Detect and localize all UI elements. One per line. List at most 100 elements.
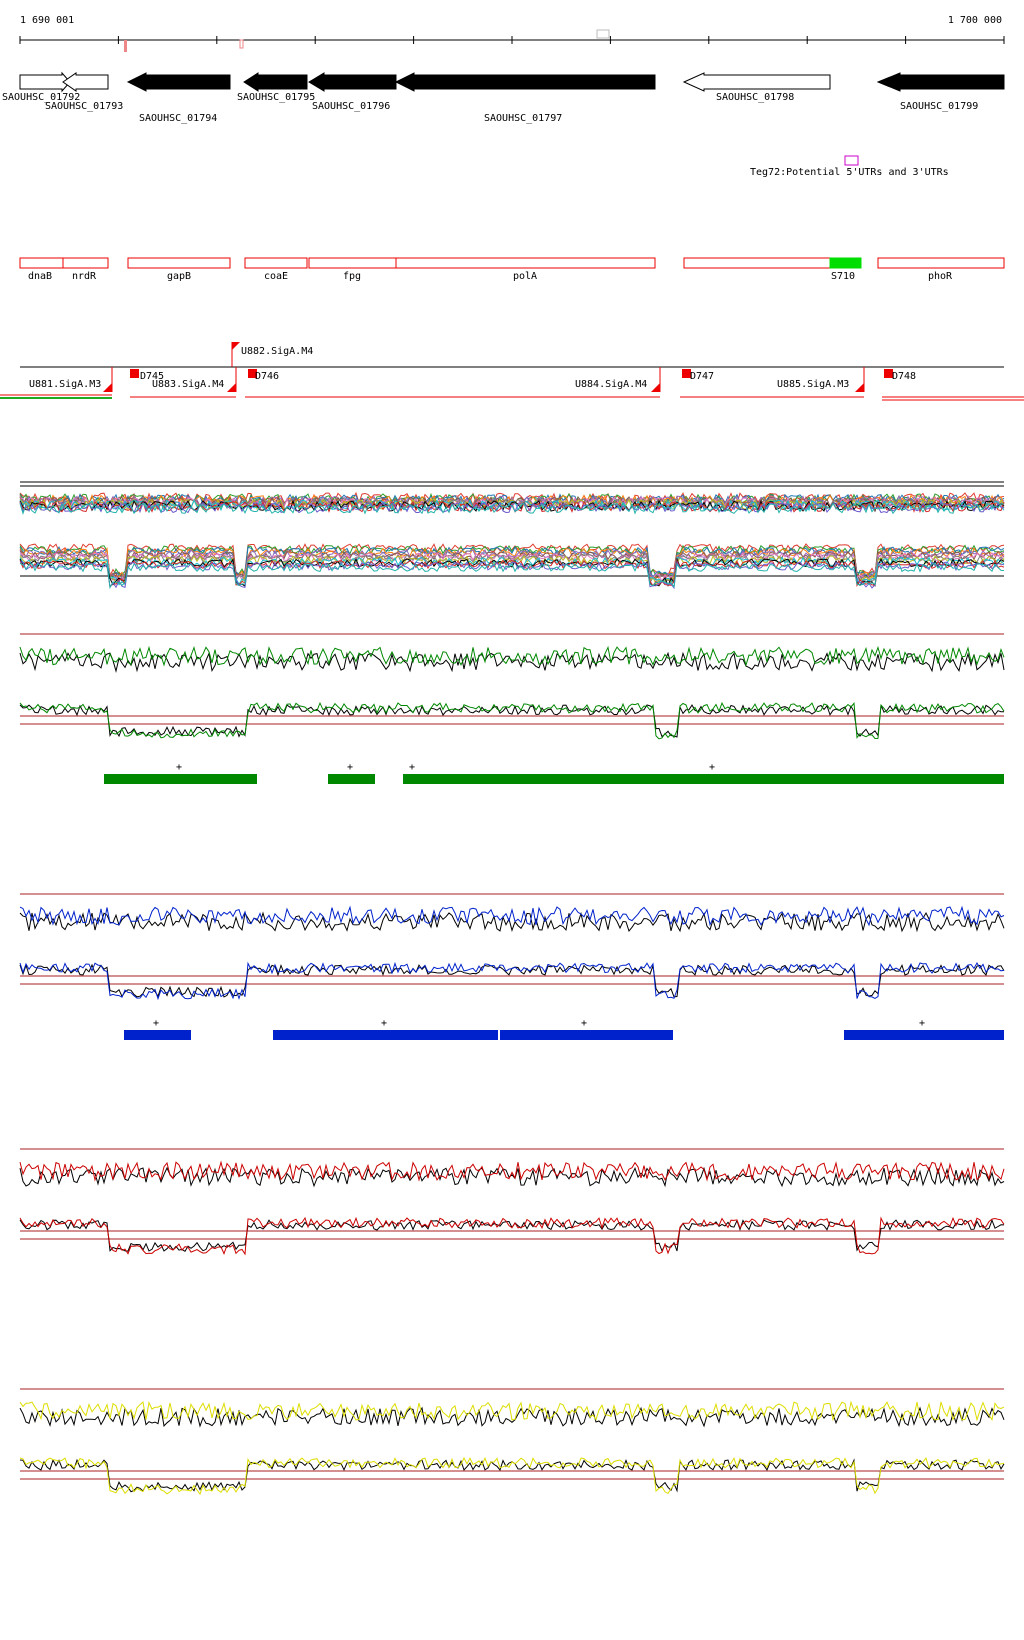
- segment-strand-label: +: [153, 1018, 159, 1029]
- sample-profile: [19, 549, 1005, 580]
- gene-arrow[interactable]: [19, 71, 71, 93]
- gene-box[interactable]: [19, 257, 64, 269]
- expressed-segment[interactable]: [104, 774, 257, 784]
- gene-label: SAOUHSC_01795: [237, 92, 315, 103]
- sample-profile: [19, 501, 1005, 514]
- condition-profiles: [19, 633, 1005, 740]
- sample-profile: [19, 544, 1005, 579]
- gene-label: SAOUHSC_01793: [45, 101, 123, 112]
- control-profile: [19, 1458, 1005, 1493]
- gene-box[interactable]: [62, 257, 109, 269]
- expressed-segment[interactable]: [403, 774, 1004, 784]
- ruler-end-label: 1 700 000: [948, 15, 1002, 26]
- promoter-arrow: [651, 383, 660, 392]
- gene-name-label: phoR: [928, 271, 953, 282]
- ruler-marker: [596, 29, 610, 39]
- ruler-start-label: 1 690 001: [20, 15, 74, 26]
- expressed-segment[interactable]: [328, 774, 375, 784]
- promoter-label: D745: [140, 371, 164, 382]
- condition-profile: [19, 1216, 1005, 1256]
- sample-profile: [19, 550, 1005, 582]
- expressed-segment[interactable]: [124, 1030, 191, 1040]
- condition-profile: [19, 701, 1005, 740]
- srna-box[interactable]: [829, 257, 862, 269]
- condition-track-blue: + + + +: [19, 893, 1005, 1040]
- terminator-marker: [248, 369, 257, 378]
- sample-profile: [19, 552, 1005, 583]
- control-profile: [19, 1166, 1005, 1188]
- gene-arrow[interactable]: [62, 72, 109, 92]
- promoter-arrow: [103, 383, 112, 392]
- gene-arrow[interactable]: [394, 72, 656, 92]
- expressed-segment[interactable]: [500, 1030, 673, 1040]
- promoter-label: U884.SigA.M4: [575, 379, 647, 390]
- gene-label: SAOUHSC_01799: [900, 101, 978, 112]
- gene-arrow[interactable]: [308, 72, 397, 92]
- condition-profile: [19, 1400, 1005, 1422]
- control-profile: [19, 704, 1005, 738]
- gene-name-label: nrdR: [72, 271, 97, 282]
- condition-profile: [19, 1160, 1005, 1182]
- condition-track-yellow: [19, 1388, 1005, 1496]
- gene-name-label: dnaB: [28, 271, 52, 282]
- condition-profiles: [19, 1388, 1005, 1496]
- promoter-flags: [103, 342, 893, 392]
- gene-name-track: dnaB nrdR gapB coaE fpg polA S710 phoR: [19, 257, 1005, 282]
- segment-strand-label: +: [581, 1018, 587, 1029]
- gene-name-label: coaE: [264, 271, 288, 282]
- sample-profile: [19, 497, 1005, 512]
- gene-label: SAOUHSC_01796: [312, 101, 390, 112]
- gene-name-label: gapB: [167, 271, 191, 282]
- terminator-marker: [884, 369, 893, 378]
- gene-box[interactable]: [877, 257, 1005, 269]
- gene-arrow[interactable]: [682, 72, 831, 92]
- gene-track: SAOUHSC_01792 SAOUHSC_01793 SAOUHSC_0179…: [2, 71, 1005, 124]
- segment-strand-label: +: [919, 1018, 925, 1029]
- sample-profile: [19, 559, 1005, 589]
- sample-profile: [19, 562, 1005, 590]
- segment-strand-label: +: [347, 762, 353, 773]
- terminator-marker: [682, 369, 691, 378]
- terminator-marker: [130, 369, 139, 378]
- gene-label: SAOUHSC_01794: [139, 113, 217, 124]
- sample-profile: [19, 543, 1005, 578]
- condition-profiles: [19, 1148, 1005, 1256]
- promoter-arrow: [855, 383, 864, 392]
- gene-label: SAOUHSC_01798: [716, 92, 794, 103]
- condition-profile: [19, 1456, 1005, 1496]
- gene-box[interactable]: [244, 257, 308, 269]
- condition-profile: [19, 905, 1005, 927]
- promoter-arrow: [232, 342, 240, 350]
- expression-overview: [19, 481, 1005, 590]
- segment-strand-label: +: [409, 762, 415, 773]
- promoter-track: U881.SigA.M3 D745 U883.SigA.M4 U882.SigA…: [0, 342, 1024, 401]
- ruler-ticks: [19, 36, 1005, 44]
- utr-marker[interactable]: [844, 155, 859, 166]
- gene-arrow[interactable]: [243, 72, 308, 92]
- expressed-segment[interactable]: [273, 1030, 498, 1040]
- gene-name-label: S710: [831, 271, 855, 282]
- promoter-label: U883.SigA.M4: [152, 379, 224, 390]
- gene-box[interactable]: [395, 257, 656, 269]
- segment-strand-label: +: [709, 762, 715, 773]
- gene-label: SAOUHSC_01797: [484, 113, 562, 124]
- gene-name-label: fpg: [343, 271, 361, 282]
- condition-profile: [19, 645, 1005, 667]
- gene-arrow[interactable]: [876, 72, 1005, 92]
- segment-strand-label: +: [381, 1018, 387, 1029]
- control-profile: [19, 911, 1005, 933]
- gene-arrow[interactable]: [126, 72, 231, 92]
- promoter-arrow: [227, 383, 236, 392]
- gene-box[interactable]: [127, 257, 231, 269]
- promoter-label: U881.SigA.M3: [29, 379, 101, 390]
- gene-box[interactable]: [308, 257, 397, 269]
- utr-label: Teg72:Potential 5'UTRs and 3'UTRs: [750, 167, 949, 178]
- gene-name-label: polA: [513, 271, 537, 282]
- gene-box[interactable]: [683, 257, 831, 269]
- condition-track-red: [19, 1148, 1005, 1256]
- ruler-marker: [239, 39, 244, 49]
- condition-profile: [19, 961, 1005, 1001]
- expressed-segment[interactable]: [844, 1030, 1004, 1040]
- ruler-marker: [124, 40, 127, 52]
- promoter-label: D747: [690, 371, 714, 382]
